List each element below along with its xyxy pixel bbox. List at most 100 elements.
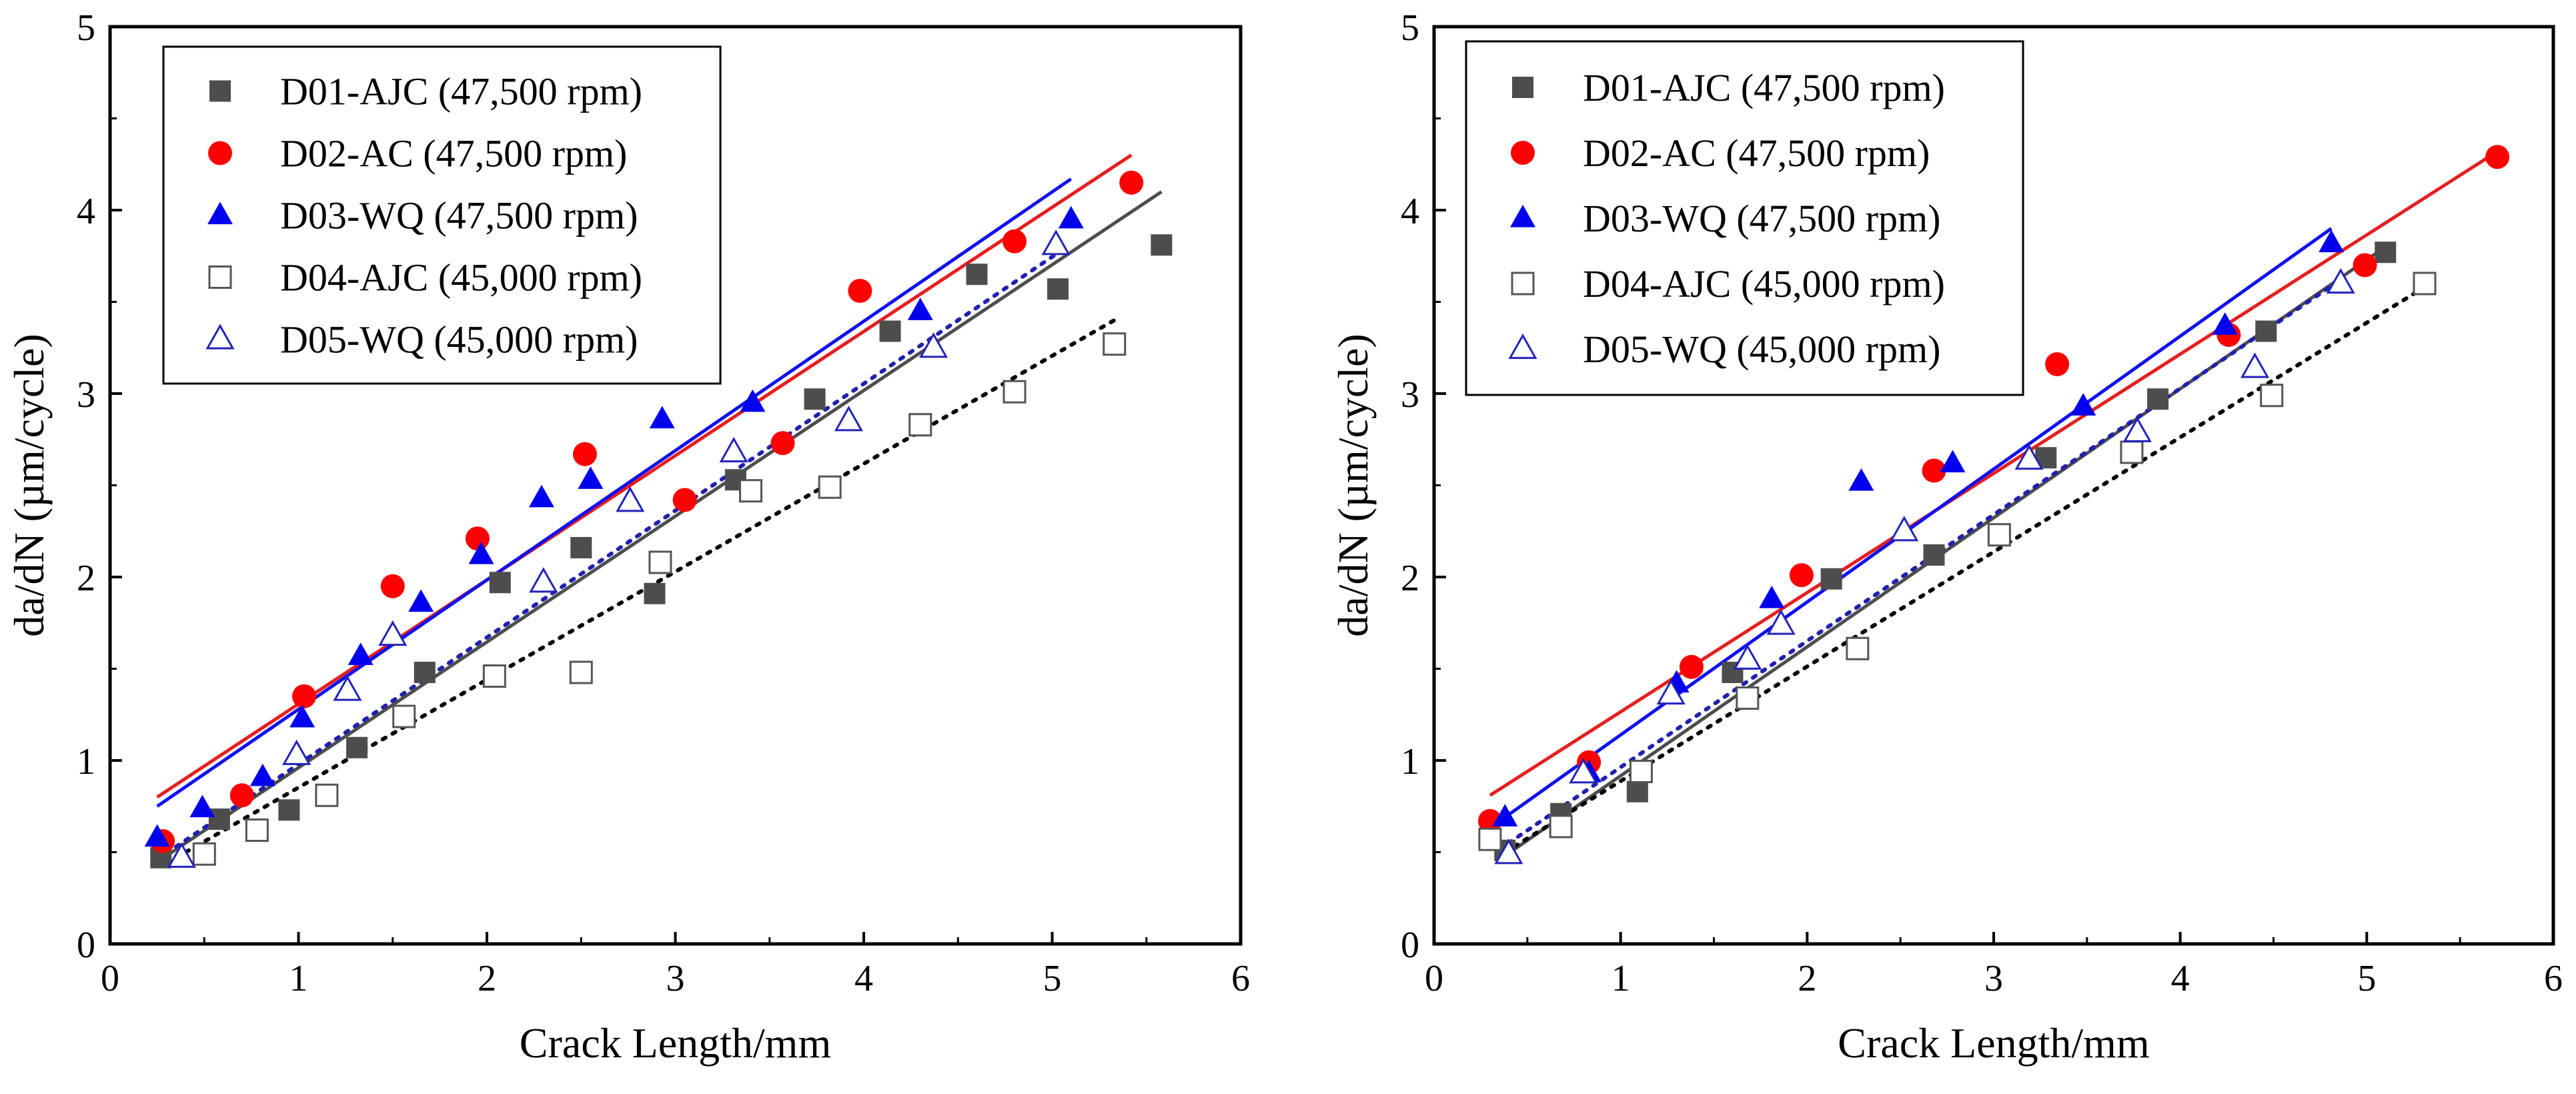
y-tick-label: 4 <box>1401 191 1419 232</box>
x-tick-label: 5 <box>1043 958 1062 999</box>
data-point <box>2014 444 2044 470</box>
fit-line-d02 <box>1489 149 2499 797</box>
data-point <box>208 808 230 830</box>
legend-marker <box>1510 204 1535 227</box>
legend-marker <box>1511 141 1535 165</box>
y-tick-label: 3 <box>77 374 95 416</box>
data-point <box>770 431 795 456</box>
fit-line-d01 <box>159 190 1163 861</box>
data-point <box>291 684 316 708</box>
data-point <box>528 484 554 508</box>
legend-marker <box>207 201 233 225</box>
x-tick-label: 4 <box>854 958 873 999</box>
data-point <box>408 589 434 612</box>
data-point <box>189 794 215 818</box>
legend-label: D02-AC (47,500 rpm) <box>280 132 627 175</box>
data-point <box>167 842 196 868</box>
data-point <box>2120 440 2144 464</box>
x-tick-label: 4 <box>2171 958 2190 999</box>
fit-line-d04 <box>1503 285 2427 855</box>
x-tick-label: 6 <box>1231 958 1250 999</box>
x-tick-label: 0 <box>101 958 119 999</box>
data-point <box>2147 388 2169 410</box>
x-tick-label: 2 <box>478 958 496 999</box>
x-axis-title: Crack Length/mm <box>520 1019 831 1067</box>
x-tick-label: 1 <box>289 958 308 999</box>
data-point <box>848 279 872 303</box>
data-point <box>644 582 666 604</box>
data-point <box>489 572 511 594</box>
data-point <box>672 488 697 512</box>
data-point <box>1923 544 1945 566</box>
data-point <box>2353 253 2377 278</box>
data-point <box>1629 760 1653 783</box>
data-point <box>1820 568 1842 590</box>
x-tick-label: 6 <box>2544 958 2563 999</box>
data-point <box>414 662 436 683</box>
data-point <box>1103 332 1127 356</box>
data-point <box>907 298 933 320</box>
data-point <box>2375 241 2397 263</box>
data-point <box>468 541 494 564</box>
legend-marker <box>208 141 232 165</box>
data-point <box>1987 523 2011 547</box>
legend-marker <box>1511 271 1535 296</box>
data-point <box>818 475 842 499</box>
y-tick-label: 2 <box>1401 558 1419 599</box>
legend-label: D05-WQ (45,000 rpm) <box>280 318 638 362</box>
series-d04 <box>1478 271 2437 851</box>
legend-marker <box>1508 333 1537 360</box>
data-point <box>2413 271 2437 296</box>
data-point <box>529 567 558 593</box>
data-point <box>918 332 948 358</box>
data-point <box>648 550 672 574</box>
legend-label: D05-WQ (45,000 rpm) <box>1583 328 1940 371</box>
series-d05 <box>167 229 1071 868</box>
data-point <box>572 442 597 466</box>
data-point <box>2045 352 2070 376</box>
data-point <box>465 526 490 551</box>
data-point <box>1047 278 1069 300</box>
series-d02 <box>1477 145 2510 833</box>
data-point <box>1041 229 1071 255</box>
legend-label: D02-AC (47,500 rpm) <box>1583 131 1930 175</box>
data-point <box>482 664 506 688</box>
fit-line-d01 <box>1503 245 2387 858</box>
data-point <box>1736 686 1760 710</box>
x-tick-label: 2 <box>1798 958 1816 999</box>
data-point <box>2212 312 2238 335</box>
y-tick-label: 0 <box>1401 925 1419 966</box>
data-point <box>570 537 592 558</box>
legend-marker <box>208 265 232 289</box>
legend: D01-AJC (47,500 rpm) D02-AC (47,500 rpm) D… <box>1465 40 2024 396</box>
x-tick-label: 3 <box>1984 958 2003 999</box>
data-point <box>1733 644 1762 670</box>
data-point <box>1679 654 1704 679</box>
data-point <box>1922 458 1946 483</box>
data-point <box>834 406 863 432</box>
y-tick-label: 4 <box>77 191 95 232</box>
data-point <box>346 736 368 758</box>
data-point <box>249 763 275 786</box>
fit-line-d02 <box>156 153 1133 799</box>
legend-label: D01-AJC (47,500 rpm) <box>1583 66 1945 109</box>
data-point <box>1003 380 1027 404</box>
data-point <box>966 263 988 286</box>
data-point <box>1890 516 1919 542</box>
series-d02 <box>151 170 1144 853</box>
data-point <box>144 824 170 847</box>
data-point <box>1478 827 1502 851</box>
data-point <box>348 642 374 665</box>
series-d04 <box>192 332 1127 866</box>
data-point <box>908 413 932 437</box>
data-point <box>2122 416 2152 442</box>
y-tick-label: 5 <box>1401 7 1419 49</box>
data-point <box>739 479 762 503</box>
data-point <box>1477 808 1502 833</box>
legend-box <box>162 45 722 385</box>
y-axis-title: da/dN (µm/cycle) <box>5 334 53 636</box>
data-point <box>804 388 826 410</box>
data-point <box>1492 804 1518 827</box>
x-tick-label: 0 <box>1425 958 1443 999</box>
